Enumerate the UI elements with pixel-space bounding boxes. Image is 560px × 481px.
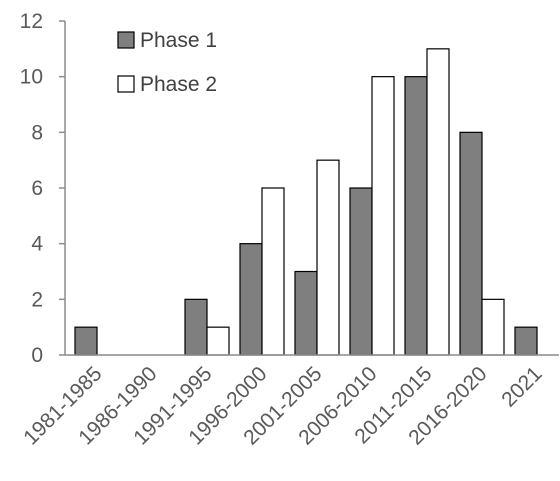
bar-phase-2-2011-2015 bbox=[426, 48, 450, 356]
legend-label: Phase 2 bbox=[140, 73, 217, 96]
bar-phase-1-1996-2000 bbox=[239, 243, 263, 356]
bar-phase-2-2001-2005 bbox=[316, 159, 340, 356]
x-axis-tick-labels: 1981-19851986-19901991-19951996-20002001… bbox=[19, 362, 546, 449]
y-tick-label: 8 bbox=[31, 121, 43, 144]
bar-phase-2-1991-1995 bbox=[206, 326, 230, 356]
y-tick-label: 2 bbox=[31, 288, 43, 311]
bar-phase-1-1981-1985 bbox=[74, 326, 98, 356]
bar-phase-2-2006-2010 bbox=[371, 76, 395, 356]
y-tick-label: 10 bbox=[20, 66, 43, 89]
bar-phase-1-2001-2005 bbox=[294, 270, 318, 356]
legend-label: Phase 1 bbox=[140, 29, 217, 52]
y-tick-label: 12 bbox=[20, 10, 43, 33]
bar-phase-2-2016-2020 bbox=[481, 298, 505, 356]
y-tick-label: 6 bbox=[31, 177, 43, 200]
legend-swatch bbox=[117, 31, 135, 49]
legend-swatch bbox=[117, 75, 135, 93]
bar-phase-1-2011-2015 bbox=[404, 76, 428, 356]
bars bbox=[74, 48, 538, 356]
legend: Phase 1 Phase 2 bbox=[117, 29, 217, 96]
bar-phase-1-1991-1995 bbox=[184, 298, 208, 356]
y-tick-label: 0 bbox=[31, 344, 43, 367]
y-tick-label: 4 bbox=[31, 233, 43, 256]
y-axis: 0 2 4 6 8 10 12 bbox=[20, 10, 65, 367]
x-tick-label: 2021 bbox=[497, 362, 546, 411]
bar-phase-2-1996-2000 bbox=[261, 187, 285, 356]
bar-phase-1-2016-2020 bbox=[459, 131, 483, 356]
bar-phase-1-2006-2010 bbox=[349, 187, 373, 356]
bar-phase-1-2021 bbox=[514, 326, 538, 356]
